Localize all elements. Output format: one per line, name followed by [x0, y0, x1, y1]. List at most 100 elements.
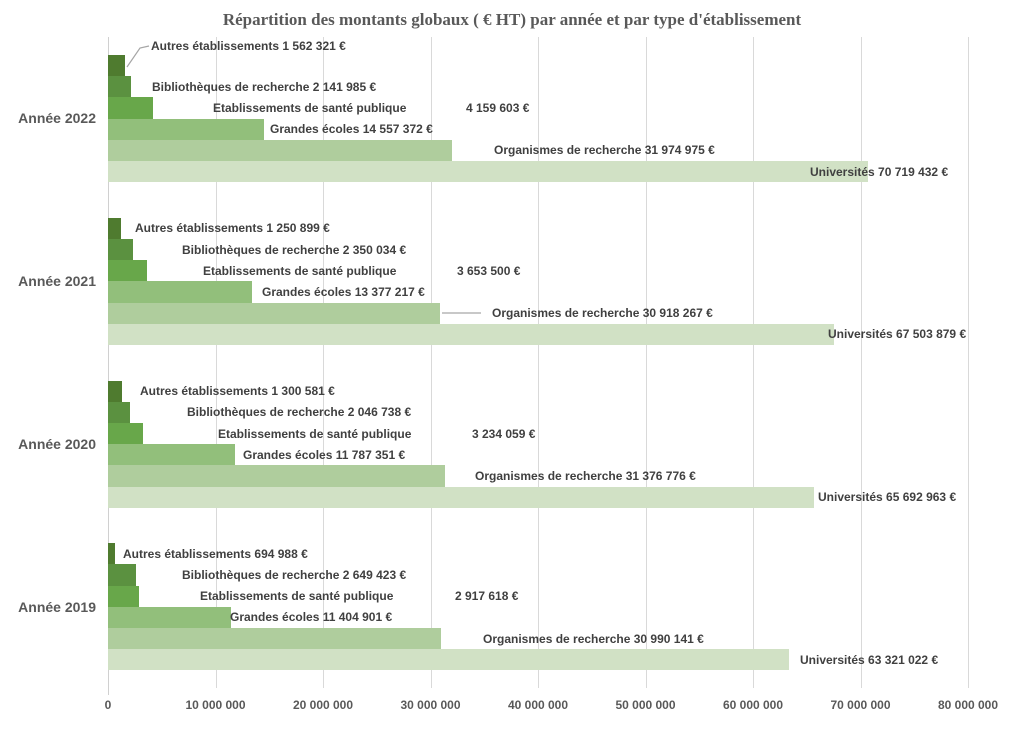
- bar: [108, 55, 125, 76]
- bar-label: Universités 67 503 879 €: [828, 326, 966, 342]
- bar-label-name: Etablissements de santé publique: [203, 264, 397, 278]
- bar-label-name: Universités: [810, 165, 875, 179]
- bar-label: Grandes écoles 13 377 217 €: [262, 284, 425, 300]
- bar-label-name: Bibliothèques de recherche: [187, 405, 345, 419]
- bar-label-name: Organismes de recherche: [475, 469, 623, 483]
- bar-label: Grandes écoles 14 557 372 €: [270, 121, 433, 137]
- bar-label: Grandes écoles 11 787 351 €: [243, 447, 405, 463]
- bar-label: Bibliothèques de recherche 2 350 034 €: [182, 242, 406, 258]
- bar-label: Bibliothèques de recherche 2 649 423 €: [182, 567, 406, 583]
- bar-label-name: Grandes écoles: [230, 610, 320, 624]
- value-axis-line: [108, 37, 109, 695]
- bar-label-name: Autres établissements: [123, 547, 252, 561]
- bar-label-name: Etablissements de santé publique: [218, 427, 412, 441]
- bar: [108, 97, 153, 119]
- gridline: [645, 37, 647, 688]
- bar: [108, 324, 834, 345]
- bar-label: Autres établissements 694 988 €: [123, 546, 308, 562]
- bar-label-name: Organismes de recherche: [483, 632, 631, 646]
- bar: [108, 119, 264, 140]
- bar-label-value: 30 990 141 €: [633, 632, 704, 646]
- bar-label-value: 3 234 059 €: [472, 427, 536, 441]
- bar-label: Bibliothèques de recherche 2 046 738 €: [187, 404, 411, 420]
- bar: [108, 649, 789, 670]
- x-axis-tick-label: 60 000 000: [722, 698, 784, 712]
- bar-label-name: Grandes écoles: [243, 448, 333, 462]
- x-axis-tick-label: 40 000 000: [507, 698, 569, 712]
- bar-label-name: Autres établissements: [140, 384, 269, 398]
- bar-label: Organismes de recherche 31 974 975 €: [494, 142, 715, 158]
- bar: [108, 161, 868, 182]
- x-axis-tick-label: 80 000 000: [937, 698, 999, 712]
- x-axis-tick-label: 30 000 000: [400, 698, 461, 712]
- bar-label-name: Etablissements de santé publique: [213, 101, 407, 115]
- bar-label-value: 4 159 603 €: [466, 101, 530, 115]
- bar-label: Organismes de recherche 30 918 267 €: [492, 305, 713, 321]
- bar-label: Autres établissements 1 562 321 €: [151, 38, 346, 54]
- bar-label: Bibliothèques de recherche 2 141 985 €: [152, 79, 376, 95]
- bar-label-name: Universités: [818, 490, 883, 504]
- bar: [108, 218, 121, 239]
- bar: [108, 607, 231, 628]
- bar-label-name: Autres établissements: [135, 221, 264, 235]
- bar: [108, 487, 814, 508]
- bar-label-value: 11 787 351 €: [335, 448, 406, 462]
- gridline: [860, 37, 862, 688]
- gridline: [968, 37, 969, 688]
- bar-label: Universités 65 692 963 €: [818, 489, 956, 505]
- bar-label-value: 2 046 738 €: [347, 405, 412, 419]
- bar-label-value: 31 376 776 €: [625, 469, 696, 483]
- bar-label-name: Bibliothèques de recherche: [182, 568, 340, 582]
- bar: [108, 465, 445, 487]
- bar-label-value: 11 404 901 €: [322, 610, 393, 624]
- bar-label-value: 3 653 500 €: [457, 264, 521, 278]
- category-label-2021: Année 2021: [18, 273, 96, 289]
- gridline: [215, 37, 217, 688]
- category-label-2022: Année 2022: [18, 110, 96, 126]
- bar-label-name: Universités: [800, 653, 865, 667]
- x-axis-tick-label: 0: [104, 698, 112, 712]
- bar: [108, 303, 440, 324]
- bar-label-value: 1 250 899 €: [266, 221, 330, 235]
- bar-label-name: Autres établissements: [151, 39, 280, 53]
- bar-label-value: 2 141 985 €: [312, 80, 377, 94]
- bar-label-value: 2 917 618 €: [455, 589, 519, 603]
- bar: [108, 239, 133, 260]
- bar-label-name: Etablissements de santé publique: [200, 589, 394, 603]
- bar-label-value: 67 503 879 €: [896, 327, 967, 341]
- bar-label-value: 70 719 432 €: [878, 165, 949, 179]
- bar: [108, 260, 147, 281]
- bar-label: Organismes de recherche 30 990 141 €: [483, 631, 704, 647]
- bar-label: Grandes écoles 11 404 901 €: [230, 609, 392, 625]
- bar-label: Universités 70 719 432 €: [810, 164, 948, 180]
- bar-label-name: Organismes de recherche: [494, 143, 642, 157]
- gridline: [538, 37, 539, 688]
- category-label-2019: Année 2019: [18, 599, 96, 615]
- bar-label-name: Grandes écoles: [262, 285, 352, 299]
- bar-label-name: Bibliothèques de recherche: [152, 80, 310, 94]
- bar-label: Organismes de recherche 31 376 776 €: [475, 468, 696, 484]
- bar-label-value: 694 988 €: [254, 547, 308, 561]
- bar-label-value: 1 562 321 €: [282, 39, 346, 53]
- bar-label: Autres établissements 1 250 899 €: [135, 220, 330, 236]
- bar-label-value: 13 377 217 €: [354, 285, 425, 299]
- bar-label-name: Grandes écoles: [270, 122, 360, 136]
- bar-label-value: 30 918 267 €: [642, 306, 713, 320]
- bar: [108, 586, 139, 607]
- gridline: [430, 37, 432, 688]
- bar-label: Universités 63 321 022 €: [800, 652, 938, 668]
- x-axis-tick-label: 20 000 000: [292, 698, 354, 712]
- bar: [108, 444, 235, 465]
- bar: [108, 381, 122, 402]
- leader-line: [126, 45, 150, 68]
- x-axis-tick-label: 10 000 000: [185, 698, 246, 712]
- bar-label-value: 31 974 975 €: [644, 143, 715, 157]
- gridline: [753, 37, 754, 688]
- chart-title: Répartition des montants globaux ( € HT)…: [222, 10, 802, 29]
- bar-label-name: Universités: [828, 327, 893, 341]
- bar-label-value: 1 300 581 €: [271, 384, 335, 398]
- bar: [108, 76, 131, 97]
- gridline: [323, 37, 324, 688]
- bar-label: Autres établissements 1 300 581 €: [140, 383, 335, 399]
- bar: [108, 543, 115, 564]
